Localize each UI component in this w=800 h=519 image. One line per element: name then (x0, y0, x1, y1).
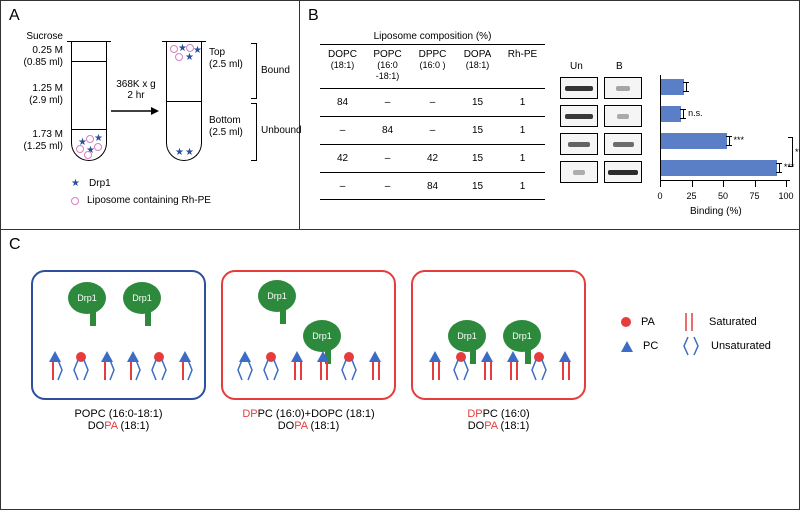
x-axis-label: Binding (%) (690, 206, 742, 217)
layer1-vol: (2.9 ml) (7, 95, 63, 107)
table-row: –84–151 (320, 116, 545, 144)
drp1-icon: Drp1 (448, 320, 486, 352)
scheme-box-3: Drp1 Drp1 (411, 270, 586, 400)
unsaturated-icon (681, 335, 701, 357)
data-rows: 84––151–84–15142–42151––84151 (320, 88, 545, 200)
bound-label: Bound (261, 65, 290, 77)
layer2-conc: 1.73 M (7, 129, 63, 141)
label-a: A (9, 7, 20, 25)
tube-after: ★ ★ ★ ★ ★ (166, 41, 202, 161)
panel-c-legend: PA Saturated PC Unsaturated (621, 310, 771, 358)
bot-vol: (2.5 ml) (209, 127, 243, 139)
pa-icon (621, 317, 631, 327)
table-header: Liposome composition (%) (320, 31, 545, 45)
drp1-icon: Drp1 (258, 280, 296, 312)
chart-bar (661, 106, 681, 122)
bar-chart: Binding (%) 0255075100n.s.********* (660, 75, 790, 195)
bot-label: Bottom (209, 115, 241, 127)
unbound-label: Unbound (261, 125, 302, 137)
chart-bar (661, 160, 777, 176)
drp1-icon: Drp1 (503, 320, 541, 352)
panel-b: B Liposome composition (%) DOPC(18:1) PO… (300, 0, 800, 230)
composition-table: Liposome composition (%) DOPC(18:1) POPC… (320, 31, 545, 200)
bracket-top (251, 43, 257, 99)
drp1-icon: Drp1 (68, 282, 106, 314)
blot-un: Un (570, 61, 583, 72)
label-c: C (9, 236, 21, 254)
scheme-box-2: Drp1Drp1 (221, 270, 396, 400)
chart-bar (661, 133, 727, 149)
column-headers: DOPC(18:1) POPC(16:0 -18:1) DPPC(16:0 ) … (320, 49, 545, 82)
top-vol: (2.5 ml) (209, 59, 243, 71)
arrow-icon (111, 105, 159, 117)
bracket-bot (251, 103, 257, 161)
blot-row (560, 161, 642, 183)
top-label: Top (209, 47, 225, 59)
c-label-2: DPPC (16:0)+DOPC (18:1) DOPA (18:1) (221, 408, 396, 432)
blot-row (560, 133, 642, 155)
blot-b: B (616, 61, 623, 72)
legend-lipo: Liposome containing Rh-PE (71, 195, 211, 206)
panel-c: C Drp1Drp1 Drp1Drp1 Drp1Drp1 POPC (16:0-… (0, 230, 800, 510)
layer2-vol: (1.25 ml) (7, 141, 63, 153)
blot-row (560, 77, 642, 99)
pc-icon (621, 341, 633, 352)
drp1-icon: Drp1 (123, 282, 161, 314)
label-b: B (308, 7, 319, 25)
table-row: 42–42151 (320, 144, 545, 172)
blot-area (560, 77, 642, 189)
layer0-vol: (0.85 ml) (7, 57, 63, 69)
c-label-3: DPPC (16:0) DOPA (18:1) (411, 408, 586, 432)
legend-drp1: ★ Drp1 (71, 177, 111, 189)
layer0-conc: 0.25 M (7, 45, 63, 57)
table-row: 84––151 (320, 88, 545, 116)
sucrose-label: Sucrose (7, 31, 63, 43)
c-label-1: POPC (16:0-18:1) DOPA (18:1) (31, 408, 206, 432)
panel-a: A ★ ★ ★ Sucrose 0.25 M (0.85 ml) 1.25 M … (0, 0, 300, 230)
spin-text: 368K x g 2 hr (111, 79, 161, 101)
layer1-conc: 1.25 M (7, 83, 63, 95)
chart-bar (661, 79, 684, 95)
saturated-icon (679, 311, 699, 333)
scheme-box-1: Drp1 Drp1 (31, 270, 206, 400)
blot-row (560, 105, 642, 127)
tube-before: ★ ★ ★ (71, 41, 107, 161)
drp1-icon: Drp1 (303, 320, 341, 352)
table-row: ––84151 (320, 172, 545, 200)
